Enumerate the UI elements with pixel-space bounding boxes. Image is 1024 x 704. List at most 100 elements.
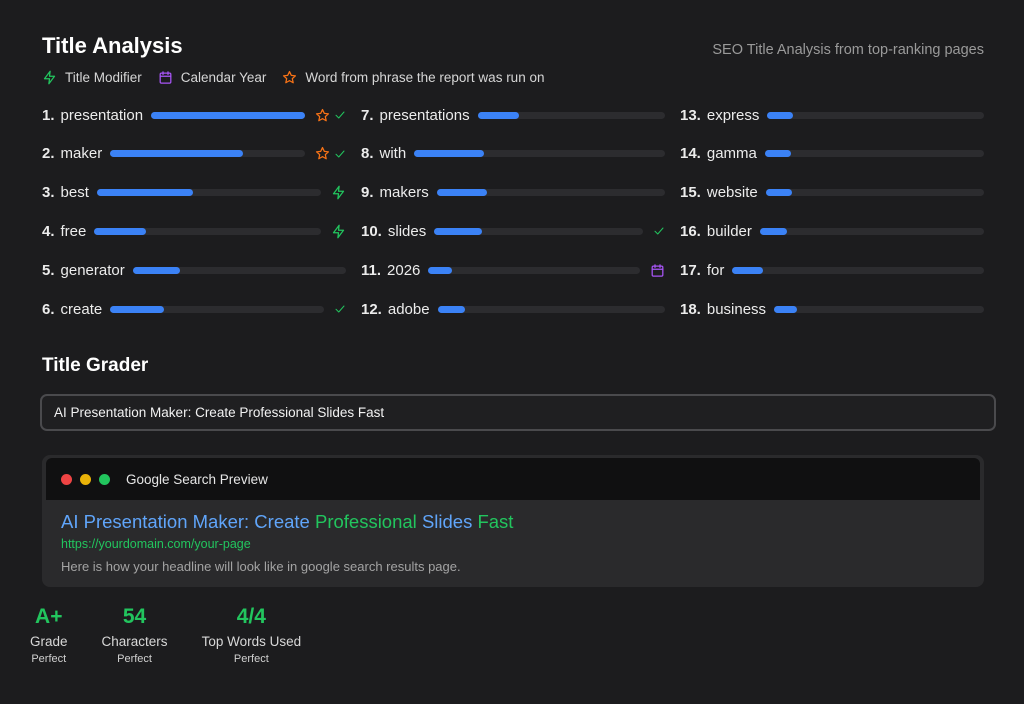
keyword-rank: 12. [361,300,382,318]
keyword-bar-fill [110,150,243,158]
headline-segment: Professional [314,511,422,532]
keyword-rank: 5. [42,261,55,279]
keyword-label: 13. express [680,107,759,124]
keyword-bar-fill [437,305,465,313]
keyword-rank: 17. [680,261,701,279]
top-words-stat: 4/4 Top Words Used Perfect [202,605,302,665]
keyword-row: 9. makers [361,178,665,208]
top-words-label: Top Words Used [201,634,302,649]
keyword-tags [327,185,346,200]
keyword-bar-fill [732,266,763,274]
page-title: Title Analysis [42,33,183,58]
keyword-bar-track [434,227,643,235]
keyword-label: 14. gamma [680,145,757,162]
check-icon [335,150,345,158]
title-input[interactable] [40,394,996,431]
keyword-tags [646,263,665,278]
keyword-rank: 16. [680,222,701,240]
preview-label: Google Search Preview [126,471,268,487]
keyword-bar-fill [94,227,147,235]
keyword-bar-fill [428,266,452,274]
keyword-tags [649,225,665,237]
keyword-row: 3. best [42,178,346,208]
close-dot-icon [61,473,72,485]
keyword-label: 11. 2026 [361,262,420,279]
keyword-rank: 11. [361,261,382,279]
legend: Title Modifier Calendar Year Word from phr… [42,70,560,85]
maximize-dot-icon [99,473,110,485]
keyword-bar-fill [767,111,794,119]
keyword-row: 12. adobe [361,294,665,324]
keyword-row: 8. with [361,139,665,169]
keyword-bar-track [764,150,984,158]
keyword-word: generator [60,261,125,279]
keyword-bar-fill [436,189,487,197]
keyword-tags [311,108,346,123]
keyword-word: makers [379,184,429,202]
keyword-rank: 10. [361,222,382,240]
bolt-icon [43,70,56,85]
bolt-icon [332,185,345,200]
keyword-bar-track [477,111,665,119]
keyword-word: 2026 [387,261,421,279]
keyword-bar-fill [96,189,194,197]
keyword-word: business [706,300,767,318]
keyword-rank: 18. [680,300,701,318]
keyword-word: create [60,300,103,318]
grader-title: Title Grader [42,355,149,376]
preview-description: Here is how your headline will look like… [61,559,461,574]
check-icon [335,305,345,313]
keyword-label: 18. business [680,301,766,318]
characters-label: Characters [101,634,168,649]
keyword-word: free [60,222,87,240]
grade-stats: A+ Grade Perfect 54 Characters Perfect 4/4 Top … [30,605,335,665]
keyword-word: maker [60,145,103,163]
keyword-rank: 3. [42,184,55,202]
keyword-bar-fill [110,305,164,313]
keyword-bar-fill [759,227,787,235]
keyword-rank: 14. [680,145,701,163]
grade-value: A+ [35,605,63,628]
keyword-row: 1. presentation [42,100,346,130]
top-words-sub: Perfect [233,653,269,665]
star-icon [283,70,297,84]
keyword-grid: 1. presentation 2. maker 3. best 4. free 5. gener… [42,100,984,330]
keyword-label: 8. with [361,145,406,162]
headline-segment: Slides [421,511,478,532]
keyword-label: 7. presentations [361,107,470,124]
keyword-word: presentation [60,106,144,124]
keyword-row: 17. for [680,255,984,285]
keyword-row: 13. express [680,100,984,130]
keyword-bar-track [414,150,665,158]
legend-item: Title Modifier [42,70,142,85]
grade-label: Grade [30,634,68,649]
headline-segment: AI Presentation Maker: Create [61,511,315,532]
keyword-word: gamma [706,145,757,163]
keyword-row: 4. free [42,216,346,246]
legend-item: Word from phrase the report was run on [282,70,544,85]
keyword-row: 7. presentations [361,100,665,130]
top-words-value: 4/4 [236,605,266,628]
keyword-rank: 6. [42,300,55,318]
keyword-row: 6. create [42,294,346,324]
keyword-bar-fill [765,189,792,197]
keyword-bar-track [765,189,984,197]
keyword-label: 5. generator [42,262,125,279]
keyword-label: 6. create [42,301,102,318]
keyword-bar-track [151,111,305,119]
keyword-bar-fill [414,150,485,158]
preview-headline[interactable]: AI Presentation Maker: Create Profession… [61,511,513,533]
keyword-bar-track [436,189,665,197]
keyword-bar-track [132,266,346,274]
legend-label: Title Modifier [65,70,142,85]
keyword-label: 10. slides [361,223,426,240]
keyword-rank: 13. [680,106,701,124]
keyword-word: best [60,184,89,202]
keyword-label: 17. for [680,262,724,279]
grade-sub: Perfect [31,653,67,665]
grade-stat: A+ Grade Perfect [30,605,68,665]
keyword-label: 4. free [42,223,86,240]
keyword-word: for [706,261,725,279]
keyword-bar-fill [132,266,180,274]
page-subtitle: SEO Title Analysis from top-ranking page… [712,42,984,58]
